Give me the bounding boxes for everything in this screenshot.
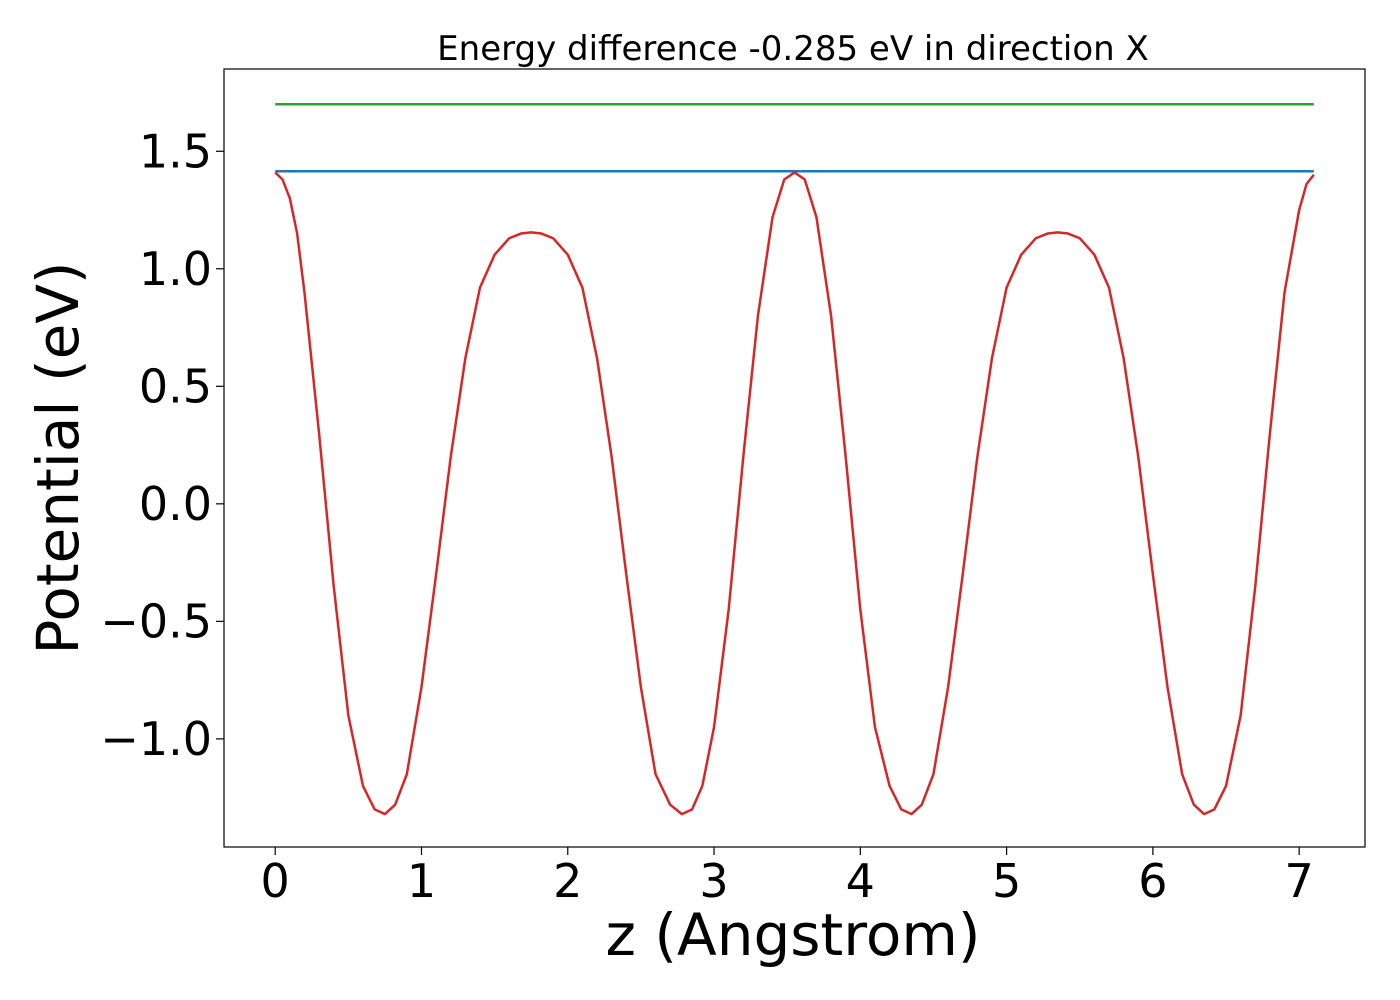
x-axis-label: z (Angstrom) bbox=[606, 901, 981, 969]
y-axis-label: Potential (eV) bbox=[24, 261, 92, 654]
x-tick-label-6: 6 bbox=[1138, 854, 1167, 908]
series-line-3 bbox=[274, 171, 1315, 816]
y-tick-label-2: 0.0 bbox=[139, 477, 212, 531]
series-layer bbox=[274, 103, 1315, 816]
x-axis: 0 1 2 3 4 5 6 7 bbox=[261, 847, 1314, 908]
x-tick-label-0: 0 bbox=[261, 854, 290, 908]
x-tick-label-1: 1 bbox=[407, 854, 436, 908]
x-tick-label-5: 5 bbox=[992, 854, 1021, 908]
plot-frame bbox=[223, 68, 1366, 848]
x-tick-label-7: 7 bbox=[1285, 854, 1314, 908]
y-tick-label-3: 0.5 bbox=[139, 359, 212, 413]
y-tick-label-4: 1.0 bbox=[139, 242, 212, 296]
y-tick-label-5: 1.5 bbox=[139, 124, 212, 178]
x-tick-label-4: 4 bbox=[846, 854, 875, 908]
y-tick-label-1: −0.5 bbox=[100, 594, 212, 648]
chart-title: Energy difference -0.285 eV in direction… bbox=[437, 29, 1149, 69]
y-axis: −1.0 −0.5 0.0 0.5 1.0 1.5 bbox=[100, 124, 224, 766]
x-tick-label-3: 3 bbox=[699, 854, 728, 908]
x-tick-label-2: 2 bbox=[553, 854, 582, 908]
y-tick-label-0: −1.0 bbox=[100, 712, 212, 766]
